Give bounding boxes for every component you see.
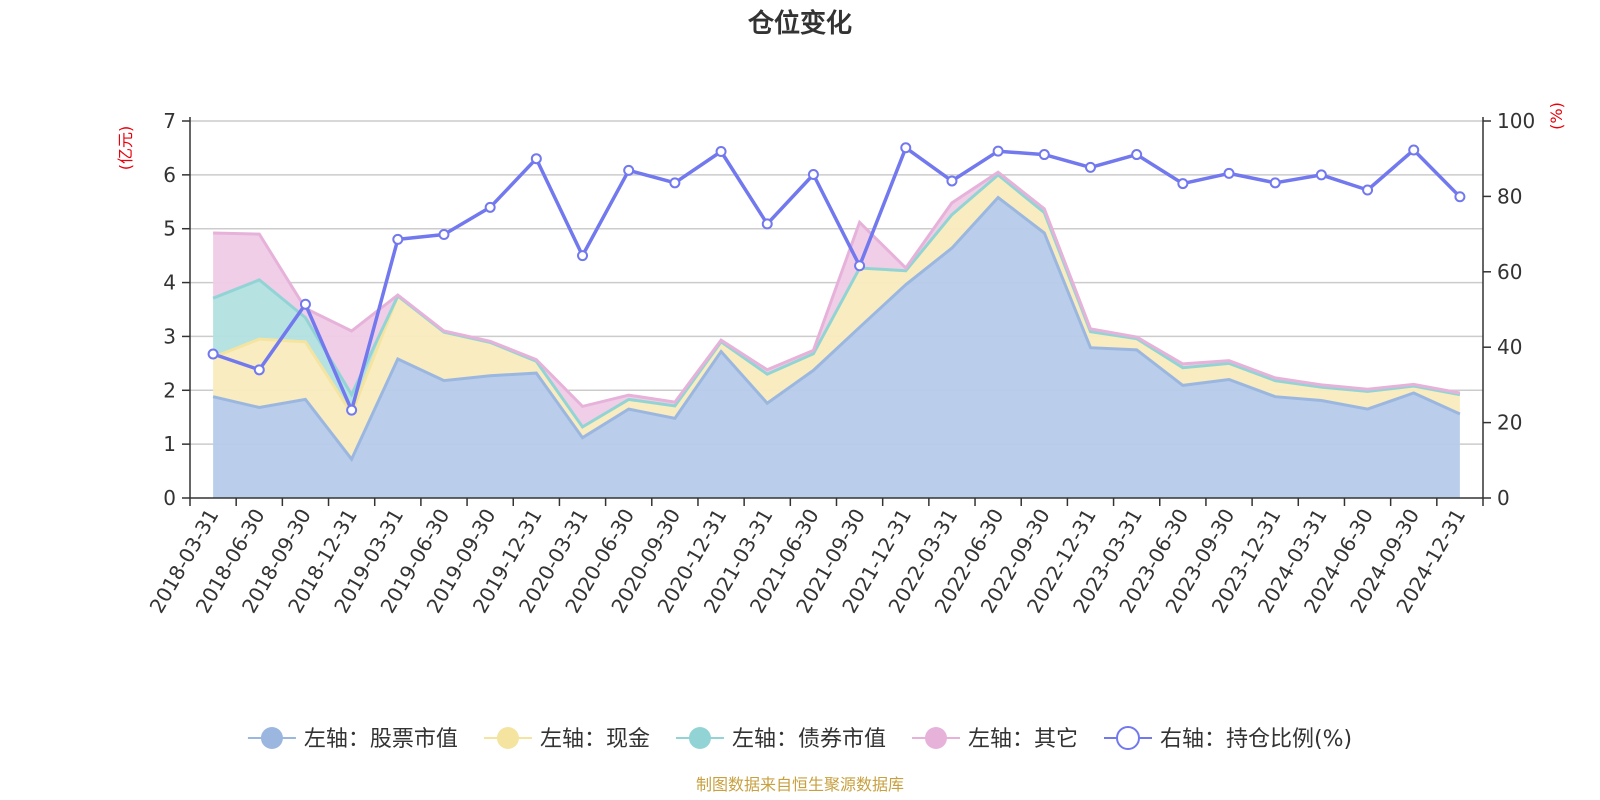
legend-item[interactable]: 左轴：其它 <box>911 727 1078 752</box>
ratio-point <box>1084 161 1096 173</box>
ratio-point <box>669 177 681 189</box>
legend-item[interactable]: 左轴：股票市值 <box>247 727 458 752</box>
ratio-point <box>854 260 866 272</box>
legend-marker-icon <box>924 727 947 749</box>
right-axis-unit: (%) <box>1547 102 1566 130</box>
legend-marker-icon <box>260 727 283 749</box>
ratio-point <box>1269 177 1281 189</box>
right-axis-tick-label: 100 <box>1497 109 1535 133</box>
ratio-point <box>1362 184 1374 196</box>
ratio-line-path <box>212 146 1462 412</box>
ratio-point <box>1223 167 1235 179</box>
area-edge-series-1 <box>212 195 1461 463</box>
ratio-point <box>715 146 727 158</box>
right-axis-tick-label: 80 <box>1497 184 1522 208</box>
ratio-point <box>946 175 958 187</box>
right-axis-tick-label: 60 <box>1497 260 1522 284</box>
area-edge-series-4 <box>213 170 1461 409</box>
legend-marker-icon <box>496 727 519 749</box>
holding-ratio-line <box>207 142 1466 416</box>
right-axis-tick-label: 0 <box>1497 486 1510 510</box>
ratio-point <box>992 145 1004 157</box>
legend-label: 右轴：持仓比例(%) <box>1160 727 1352 752</box>
chart-title: 仓位变化 <box>747 8 852 39</box>
legend-label: 左轴：股票市值 <box>304 727 458 752</box>
ratio-point <box>1408 144 1420 156</box>
legend-label: 左轴：现金 <box>540 727 650 752</box>
legend-label: 左轴：债券市值 <box>732 727 886 752</box>
ratio-point <box>346 404 358 416</box>
legend: 左轴：股票市值 左轴：现金 左轴：债券市值 左轴：其它 右轴：持仓比例(%) <box>247 726 1352 752</box>
ratio-point <box>761 218 773 230</box>
ratio-point <box>1454 191 1466 203</box>
legend-item[interactable]: 左轴：现金 <box>483 727 650 752</box>
right-axis-tick-label: 20 <box>1497 411 1522 435</box>
ratio-point <box>623 164 635 176</box>
area-series-1 <box>213 197 1460 498</box>
left-axis-tick-label: 3 <box>163 324 176 348</box>
ratio-point <box>577 250 589 262</box>
ratio-point <box>1038 149 1050 161</box>
right-axis-tick-label: 40 <box>1497 335 1522 359</box>
ratio-point <box>299 298 311 310</box>
left-axis-tick-label: 2 <box>163 378 176 402</box>
ratio-point <box>900 142 912 154</box>
left-axis-unit: (亿元) <box>116 126 135 171</box>
ratio-point <box>438 228 450 240</box>
left-axis-tick-label: 7 <box>163 109 176 133</box>
left-axis-tick-label: 6 <box>163 163 176 187</box>
ratio-point <box>484 201 496 213</box>
legend-marker-icon <box>688 727 711 749</box>
ratio-point <box>807 169 819 181</box>
area-series-2 <box>213 174 1460 460</box>
ratio-point <box>207 348 219 360</box>
left-axis-tick-label: 0 <box>163 486 176 510</box>
legend-item[interactable]: 右轴：持仓比例(%) <box>1103 726 1352 752</box>
left-axis-tick-label: 5 <box>163 217 176 241</box>
ratio-point <box>1131 149 1143 161</box>
ratio-point <box>1177 178 1189 190</box>
ratio-point <box>1315 169 1327 181</box>
legend-label: 左轴：其它 <box>968 727 1078 752</box>
legend-item[interactable]: 左轴：债券市值 <box>675 727 886 752</box>
ratio-point <box>530 153 542 165</box>
ratio-point <box>392 233 404 245</box>
legend-marker-icon <box>1115 726 1140 750</box>
stacked-areas <box>212 170 1461 498</box>
left-axis-tick-label: 1 <box>163 432 176 456</box>
left-axis-tick-label: 4 <box>163 271 176 295</box>
area-series-4 <box>213 172 1460 427</box>
source-note: 制图数据来自恒生聚源数据库 <box>696 775 904 794</box>
ratio-point <box>253 364 265 376</box>
